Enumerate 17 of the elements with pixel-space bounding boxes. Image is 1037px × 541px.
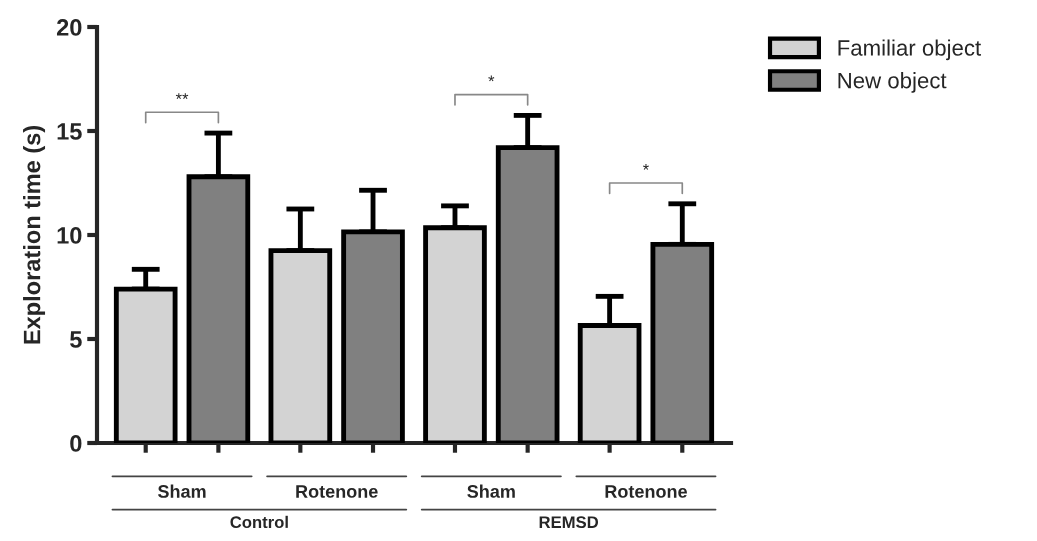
annotation: ** [175,93,189,100]
x-tick-label: Rotenone [605,485,687,498]
text: Control [230,515,288,529]
x-tick-label: Sham [467,484,515,498]
text: REMSD [539,516,599,529]
x-tick-label: Rotenone [296,485,378,498]
y-tick-label: 0 [70,435,82,452]
legend-label: New object [838,72,947,93]
annotation: * [488,75,495,82]
x-tick-label: Sham [157,484,206,498]
y-axis-title: Exploration time (s) [23,125,46,344]
legend-label: Familiar object [838,39,982,61]
y-tick-label: 15 [57,123,82,140]
annotation: * [642,163,649,170]
y-tick-label: 10 [57,227,82,244]
y-tick-label: 20 [56,19,82,36]
y-tick-label: 5 [70,331,82,348]
